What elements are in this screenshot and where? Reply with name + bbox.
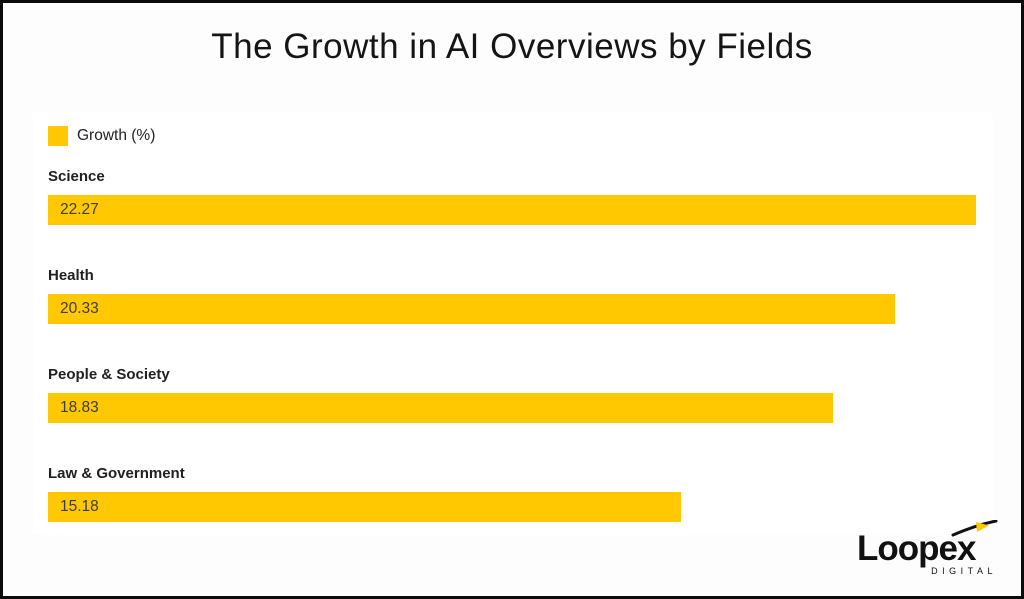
bar-value-label: 22.27 [60, 201, 99, 218]
bar: 22.27 [48, 195, 976, 225]
logo-wordmark: Loopex [857, 529, 977, 568]
bar-row: Health 20.33 [48, 267, 976, 324]
chart-card: Growth (%) Science 22.27 Health 20.33 Pe… [33, 113, 993, 534]
bar-value-label: 20.33 [60, 300, 99, 317]
bar-row: Law & Government 15.18 [48, 465, 976, 522]
category-label: Health [48, 267, 94, 284]
legend-swatch [48, 126, 68, 146]
category-label: Science [48, 168, 105, 185]
bar: 15.18 [48, 492, 681, 522]
bar-row: Science 22.27 [48, 168, 976, 225]
bar-value-label: 18.83 [60, 399, 99, 416]
logo-triangle-icon [976, 522, 989, 532]
logo-tagline: DIGITAL [931, 566, 997, 576]
chart-legend: Growth (%) [33, 113, 993, 146]
bar-row: People & Society 18.83 [48, 366, 976, 423]
brand-logo: Loopex DIGITAL [857, 520, 998, 576]
legend-label: Growth (%) [77, 127, 156, 144]
category-label: People & Society [48, 366, 170, 383]
bar-value-label: 15.18 [60, 498, 99, 515]
logo-swoosh [951, 520, 998, 537]
page-title: The Growth in AI Overviews by Fields [211, 27, 813, 66]
category-label: Law & Government [48, 465, 185, 482]
bar: 18.83 [48, 393, 833, 423]
bar: 20.33 [48, 294, 896, 324]
bar-rows: Science 22.27 Health 20.33 People & Soci… [48, 168, 976, 522]
